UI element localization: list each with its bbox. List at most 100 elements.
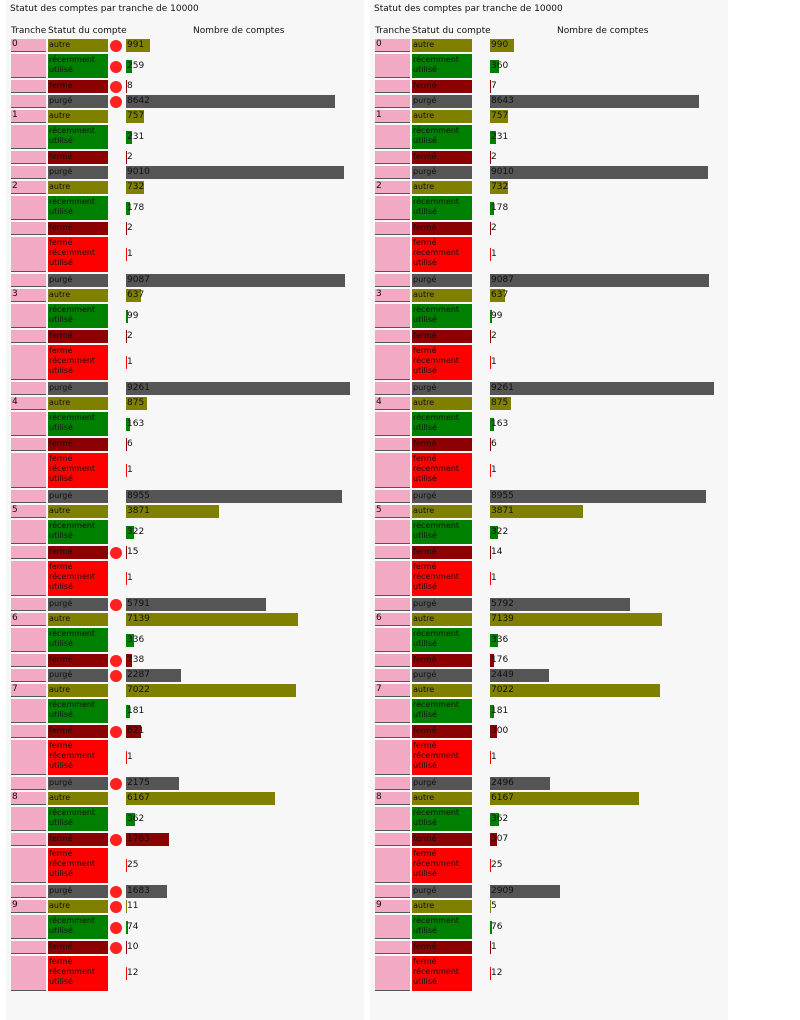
- count-label: 7022: [491, 685, 514, 695]
- statut-cell: purgé: [412, 166, 472, 179]
- count-bar: [490, 921, 492, 934]
- count-bar: [490, 705, 494, 718]
- tranche-cell: 7: [11, 684, 46, 697]
- tranche-cell: [375, 453, 410, 488]
- tranche-cell: [375, 438, 410, 451]
- statut-cell: récemment utilisé: [48, 807, 108, 831]
- statut-cell: récemment utilisé: [48, 304, 108, 328]
- count-label: 2: [491, 223, 497, 233]
- count-label: 99: [127, 311, 139, 321]
- chart-title: Statut des comptes par tranche de 10000: [10, 4, 199, 14]
- tranche-cell: [11, 725, 46, 738]
- tranche-cell: [375, 777, 410, 790]
- count-bar: [490, 464, 491, 477]
- tranche-cell: [375, 151, 410, 164]
- statut-cell: fermé récemment utilisé: [412, 956, 472, 991]
- count-label: 322: [127, 527, 145, 537]
- tranche-cell: [11, 885, 46, 898]
- tranche-cell: 4: [375, 397, 410, 410]
- count-label: 176: [491, 655, 509, 665]
- count-label: 1763: [127, 834, 150, 844]
- count-label: 7022: [127, 685, 150, 695]
- statut-cell: fermé: [48, 546, 108, 559]
- statut-cell: récemment utilisé: [412, 196, 472, 220]
- count-bar: [126, 613, 298, 626]
- count-bar: [490, 418, 494, 431]
- tranche-cell: [375, 95, 410, 108]
- tranche-cell: [11, 848, 46, 883]
- count-bar: [490, 833, 497, 846]
- tranche-cell: [375, 956, 410, 991]
- tranche-cell: [11, 80, 46, 93]
- count-label: 732: [127, 182, 145, 192]
- count-bar: [490, 572, 491, 585]
- count-label: 6: [491, 439, 497, 449]
- count-bar: [490, 248, 491, 261]
- tranche-cell: [375, 699, 410, 723]
- count-label: 2: [127, 223, 133, 233]
- count-label: 3871: [127, 506, 150, 516]
- count-bar: [126, 181, 144, 194]
- statut-cell: fermé récemment utilisé: [48, 740, 108, 775]
- count-label: 1: [127, 357, 133, 367]
- count-label: 163: [491, 419, 509, 429]
- tranche-cell: [11, 490, 46, 503]
- count-label: 7139: [491, 614, 514, 624]
- count-bar: [490, 222, 491, 235]
- statut-cell: fermé récemment utilisé: [48, 956, 108, 991]
- tranche-cell: 3: [11, 289, 46, 302]
- tranche-cell: 5: [375, 505, 410, 518]
- count-bar: [490, 941, 491, 954]
- count-label: 5792: [491, 599, 514, 609]
- tranche-cell: [11, 438, 46, 451]
- count-bar: [126, 39, 150, 52]
- count-bar: [126, 110, 144, 123]
- count-bar: [126, 792, 275, 805]
- count-label: 8955: [127, 491, 150, 501]
- count-label: 9087: [127, 275, 150, 285]
- tranche-cell: [11, 382, 46, 395]
- count-bar: [490, 95, 699, 108]
- tranche-cell: 9: [11, 900, 46, 913]
- count-label: 12: [491, 968, 503, 978]
- tranche-cell: [375, 222, 410, 235]
- count-label: 991: [127, 40, 145, 50]
- count-label: 8642: [127, 96, 150, 106]
- count-bar: [126, 166, 344, 179]
- statut-cell: autre: [412, 613, 472, 626]
- tranche-cell: [11, 412, 46, 436]
- count-bar: [490, 684, 660, 697]
- tranche-cell: [11, 915, 46, 939]
- tranche-cell: 7: [375, 684, 410, 697]
- difference-marker-icon: [110, 778, 122, 790]
- tranche-cell: 2: [375, 181, 410, 194]
- tranche-cell: [11, 166, 46, 179]
- count-bar: [490, 634, 498, 647]
- statut-cell: récemment utilisé: [48, 54, 108, 78]
- tranche-cell: [11, 345, 46, 380]
- count-label: 11: [127, 901, 139, 911]
- count-label: 637: [127, 290, 145, 300]
- count-label: 10: [127, 942, 139, 952]
- statut-cell: récemment utilisé: [412, 125, 472, 149]
- statut-cell: autre: [48, 397, 108, 410]
- tranche-cell: [11, 196, 46, 220]
- difference-marker-icon: [110, 96, 122, 108]
- tranche-cell: 4: [11, 397, 46, 410]
- tranche-cell: [375, 654, 410, 667]
- count-bar: [490, 310, 492, 323]
- statut-cell: autre: [412, 792, 472, 805]
- count-label: 2496: [491, 778, 514, 788]
- count-label: 1: [127, 573, 133, 583]
- statut-cell: autre: [48, 289, 108, 302]
- count-bar: [126, 669, 181, 682]
- count-bar: [126, 330, 127, 343]
- count-bar: [490, 813, 499, 826]
- tranche-cell: [375, 196, 410, 220]
- count-bar: [126, 921, 128, 934]
- count-bar: [126, 833, 169, 846]
- tranche-cell: [11, 833, 46, 846]
- tranche-cell: [375, 330, 410, 343]
- count-bar: [490, 110, 508, 123]
- tranche-cell: [11, 453, 46, 488]
